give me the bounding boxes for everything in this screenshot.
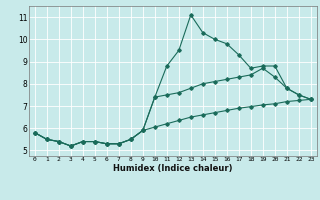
X-axis label: Humidex (Indice chaleur): Humidex (Indice chaleur): [113, 164, 233, 173]
